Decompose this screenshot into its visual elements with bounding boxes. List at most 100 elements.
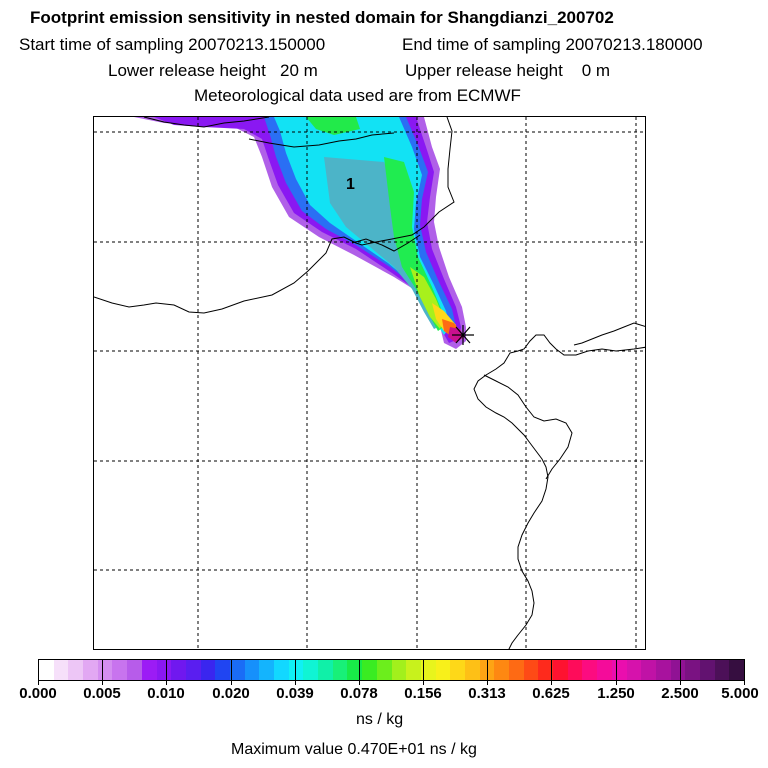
colorbar-segment — [421, 660, 436, 680]
colorbar-segment — [201, 660, 215, 680]
colorbar-tick — [487, 680, 488, 685]
colorbar-tick — [359, 680, 360, 685]
colorbar-segment — [186, 660, 201, 680]
met-data-label: Meteorological data used are from ECMWF — [194, 86, 521, 105]
colorbar-segment — [215, 660, 230, 680]
colorbar-segment — [406, 660, 421, 680]
plume-teal — [324, 157, 442, 329]
release-marker-label: 1 — [346, 176, 355, 193]
colorbar-divider — [359, 659, 360, 681]
colorbar-segment — [157, 660, 171, 680]
colorbar-tick-label: 0.078 — [340, 685, 378, 702]
colorbar-tick-label: 0.010 — [147, 685, 185, 702]
colorbar-segment — [39, 660, 54, 680]
colorbar-tick-label: 0.313 — [468, 685, 506, 702]
colorbar-tick-label: 2.500 — [661, 685, 699, 702]
colorbar-segment — [700, 660, 715, 680]
colorbar-segment — [436, 660, 450, 680]
colorbar-segment — [568, 660, 582, 680]
colorbar-tick-label: 0.005 — [83, 685, 121, 702]
colorbar-divider — [551, 659, 552, 681]
colorbar-segment — [112, 660, 127, 680]
colorbar-segment — [612, 660, 627, 680]
colorbar-segment — [230, 660, 245, 680]
colorbar — [38, 659, 745, 681]
colorbar-tick-label: 0.020 — [212, 685, 250, 702]
colorbar-segment — [54, 660, 68, 680]
colorbar-segment — [641, 660, 656, 680]
end-time-label: End time of sampling 20070213.180000 — [402, 35, 703, 54]
coastline-bohai — [351, 234, 421, 252]
colorbar-tick — [423, 680, 424, 685]
colorbar-tick — [744, 680, 745, 685]
colorbar-segment — [494, 660, 509, 680]
colorbar-segment — [524, 660, 538, 680]
colorbar-divider — [423, 659, 424, 681]
colorbar-divider — [295, 659, 296, 681]
lower-release-label: Lower release height 20 m — [108, 61, 318, 80]
colorbar-divider — [231, 659, 232, 681]
colorbar-tick — [551, 680, 552, 685]
colorbar-tick-label: 0.039 — [276, 685, 314, 702]
coastline-korea — [473, 334, 645, 649]
colorbar-segment — [259, 660, 274, 680]
colorbar-segment — [318, 660, 333, 680]
colorbar-segment — [538, 660, 553, 680]
colorbar-segment — [509, 660, 524, 680]
colorbar-segment — [83, 660, 98, 680]
colorbar-divider — [166, 659, 167, 681]
plume-green — [384, 157, 446, 331]
footprint-map: 1 — [94, 117, 645, 649]
colorbar-segment — [656, 660, 671, 680]
colorbar-segment — [362, 660, 377, 680]
colorbar-divider — [680, 659, 681, 681]
colorbar-segment — [627, 660, 641, 680]
colorbar-segment — [553, 660, 568, 680]
colorbar-divider — [102, 659, 103, 681]
colorbar-segment — [392, 660, 406, 680]
plume-green-top — [306, 117, 360, 135]
colorbar-segment — [450, 660, 465, 680]
colorbar-tick-label: 0.000 — [19, 685, 57, 702]
start-time-label: Start time of sampling 20070213.150000 — [19, 35, 326, 54]
coastline-bay — [94, 117, 455, 314]
colorbar-tick-label: 5.000 — [721, 685, 759, 702]
upper-release-label: Upper release height 0 m — [405, 61, 611, 80]
colorbar-unit-label: ns / kg — [356, 711, 404, 728]
colorbar-segment — [685, 660, 700, 680]
coastline-peninsula — [483, 374, 573, 480]
colorbar-segment — [289, 660, 303, 680]
colorbar-tick-label: 0.625 — [532, 685, 570, 702]
colorbar-segment — [582, 660, 597, 680]
map-panel: 1 — [93, 116, 646, 650]
colorbar-segment — [597, 660, 612, 680]
max-value-label: Maximum value 0.470E+01 ns / kg — [231, 741, 477, 758]
colorbar-tick-label: 0.156 — [404, 685, 442, 702]
colorbar-segment — [347, 660, 362, 680]
colorbar-tick-label: 1.250 — [597, 685, 635, 702]
colorbar-tick — [680, 680, 681, 685]
coastlines — [94, 117, 645, 649]
colorbar-segment — [377, 660, 392, 680]
footprint-plume — [134, 117, 466, 349]
colorbar-divider — [487, 659, 488, 681]
colorbar-segment — [333, 660, 347, 680]
colorbar-segment — [68, 660, 83, 680]
colorbar-tick — [616, 680, 617, 685]
colorbar-segment — [98, 660, 112, 680]
colorbar-tick — [231, 680, 232, 685]
colorbar-segment — [715, 660, 729, 680]
colorbar-tick — [102, 680, 103, 685]
colorbar-segment — [142, 660, 157, 680]
border-line-north — [143, 117, 270, 128]
colorbar-tick — [166, 680, 167, 685]
colorbar-segment — [127, 660, 142, 680]
colorbar-segment — [729, 660, 744, 680]
receptor-star-icon — [452, 325, 474, 345]
colorbar-segment — [245, 660, 259, 680]
colorbar-divider — [616, 659, 617, 681]
gridlines — [94, 117, 645, 649]
colorbar-tick — [295, 680, 296, 685]
colorbar-segment — [171, 660, 186, 680]
colorbar-segment — [303, 660, 318, 680]
